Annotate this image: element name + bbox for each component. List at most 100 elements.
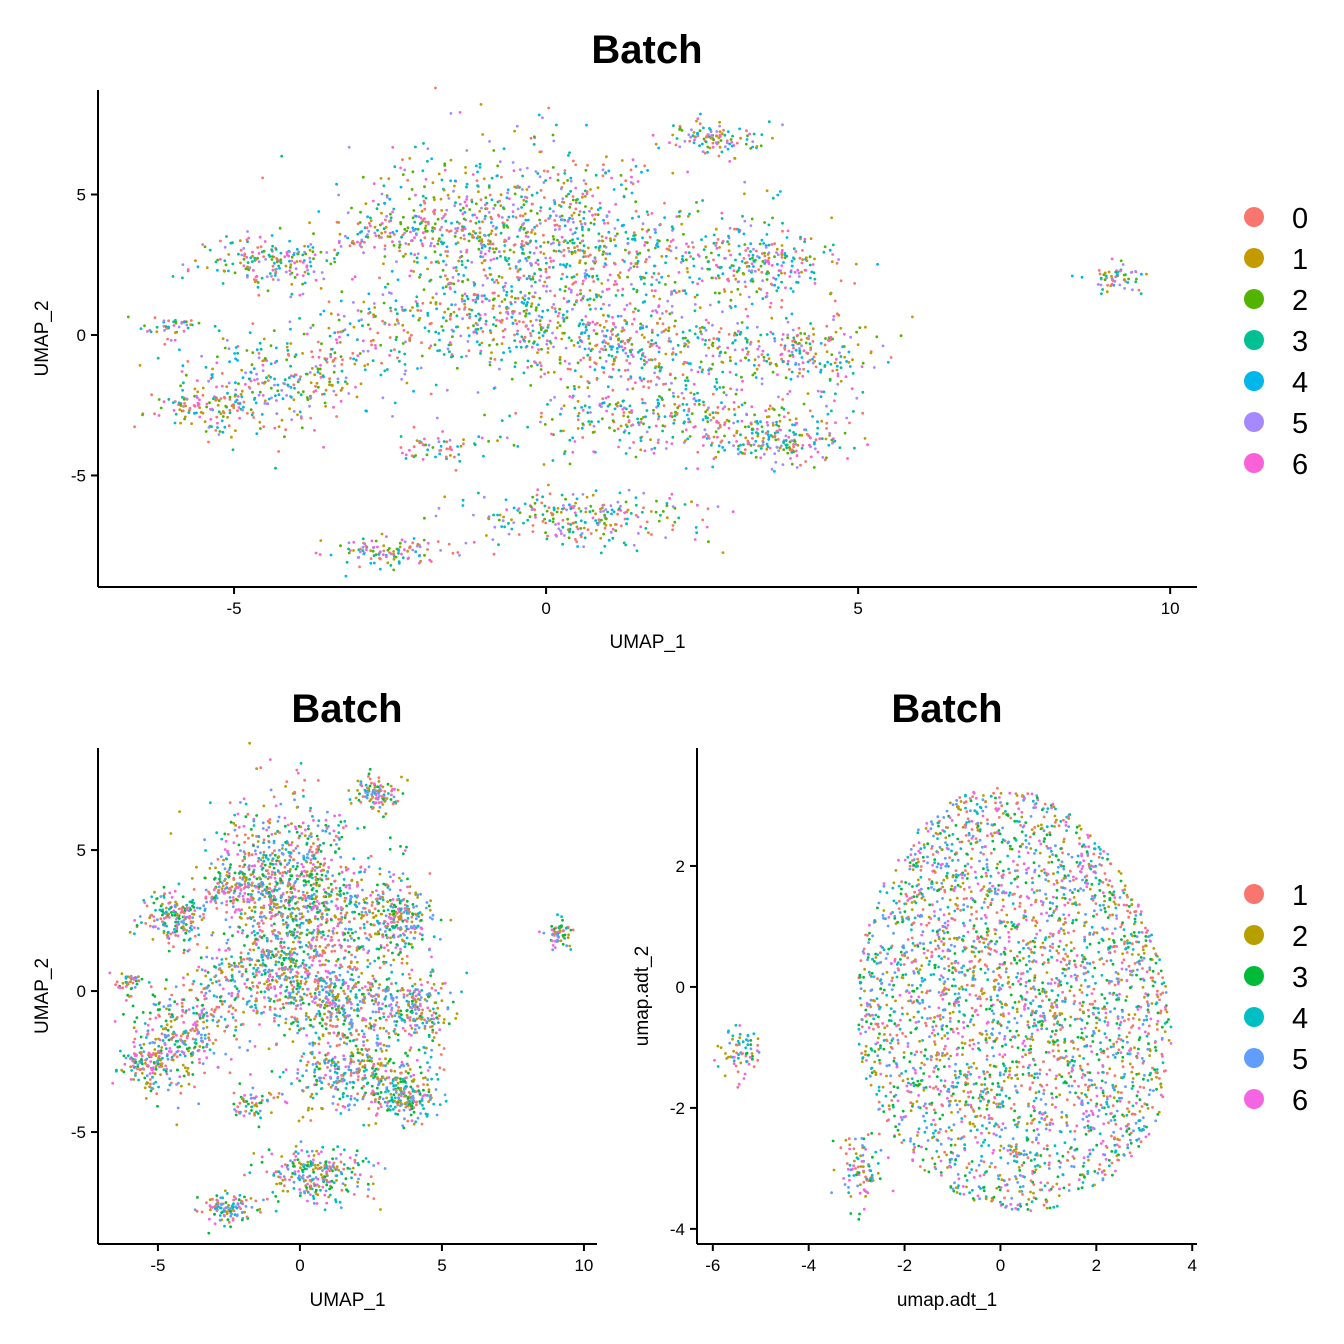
point [629,512,633,515]
point [661,312,664,315]
point [544,531,547,535]
point [465,149,469,152]
point [236,409,239,412]
point [284,848,288,851]
point [324,388,328,392]
point [772,276,775,280]
point [362,240,366,244]
point [565,310,569,313]
point [645,325,648,329]
point [824,437,828,441]
point [305,842,309,846]
point [661,429,664,433]
point [214,429,218,432]
point [578,201,582,205]
point [619,509,623,512]
point [188,406,192,410]
point [1080,275,1084,279]
point [1099,276,1103,280]
point [575,227,578,230]
point [578,241,582,245]
point [228,411,232,415]
point [769,301,773,305]
point [219,397,223,400]
point [492,304,495,308]
point [484,322,488,326]
point [757,345,761,348]
point [718,130,722,134]
point [601,329,604,333]
point [556,173,560,176]
point [654,289,657,292]
point [717,330,721,334]
point [154,908,157,912]
point [146,330,149,333]
point [189,323,193,326]
point [673,376,677,380]
point [704,339,707,342]
point [634,262,638,265]
point [245,238,249,242]
point [649,379,653,383]
point [216,403,220,407]
point [568,362,571,366]
point [494,233,498,237]
point [223,346,227,350]
point [835,312,839,316]
point [491,278,494,281]
point [546,308,550,312]
point [523,335,527,339]
point [530,364,533,368]
point [344,574,348,578]
point [801,258,804,261]
point [598,201,602,205]
point [624,248,627,252]
point [552,506,556,510]
point [664,447,668,450]
point [721,446,725,449]
point [845,416,849,420]
point [785,236,789,239]
point [729,387,732,391]
point [237,843,241,847]
point [500,525,504,528]
point [438,302,442,305]
point [679,261,683,264]
point [520,206,523,209]
point [676,343,680,347]
point [731,134,734,138]
point [322,445,325,449]
point [531,277,535,281]
point [657,377,661,380]
point [652,408,655,412]
point [708,303,712,307]
point [594,307,597,311]
point [192,926,196,929]
point [348,244,352,248]
point [688,329,692,332]
point [481,133,485,136]
point [768,305,772,309]
point [256,285,260,289]
point [796,375,800,378]
point [276,819,280,823]
point [262,838,266,842]
point [178,408,182,411]
point [171,275,175,278]
point [820,390,823,393]
point [529,239,532,243]
point [257,352,261,355]
point [828,431,832,435]
point [424,256,427,260]
point [490,351,493,355]
point [670,225,674,229]
point [196,401,200,405]
point [380,800,383,804]
point [256,845,260,849]
point [469,219,472,223]
point [389,784,393,788]
point [385,195,389,199]
point [564,285,568,288]
point [311,246,315,249]
point [434,302,438,306]
